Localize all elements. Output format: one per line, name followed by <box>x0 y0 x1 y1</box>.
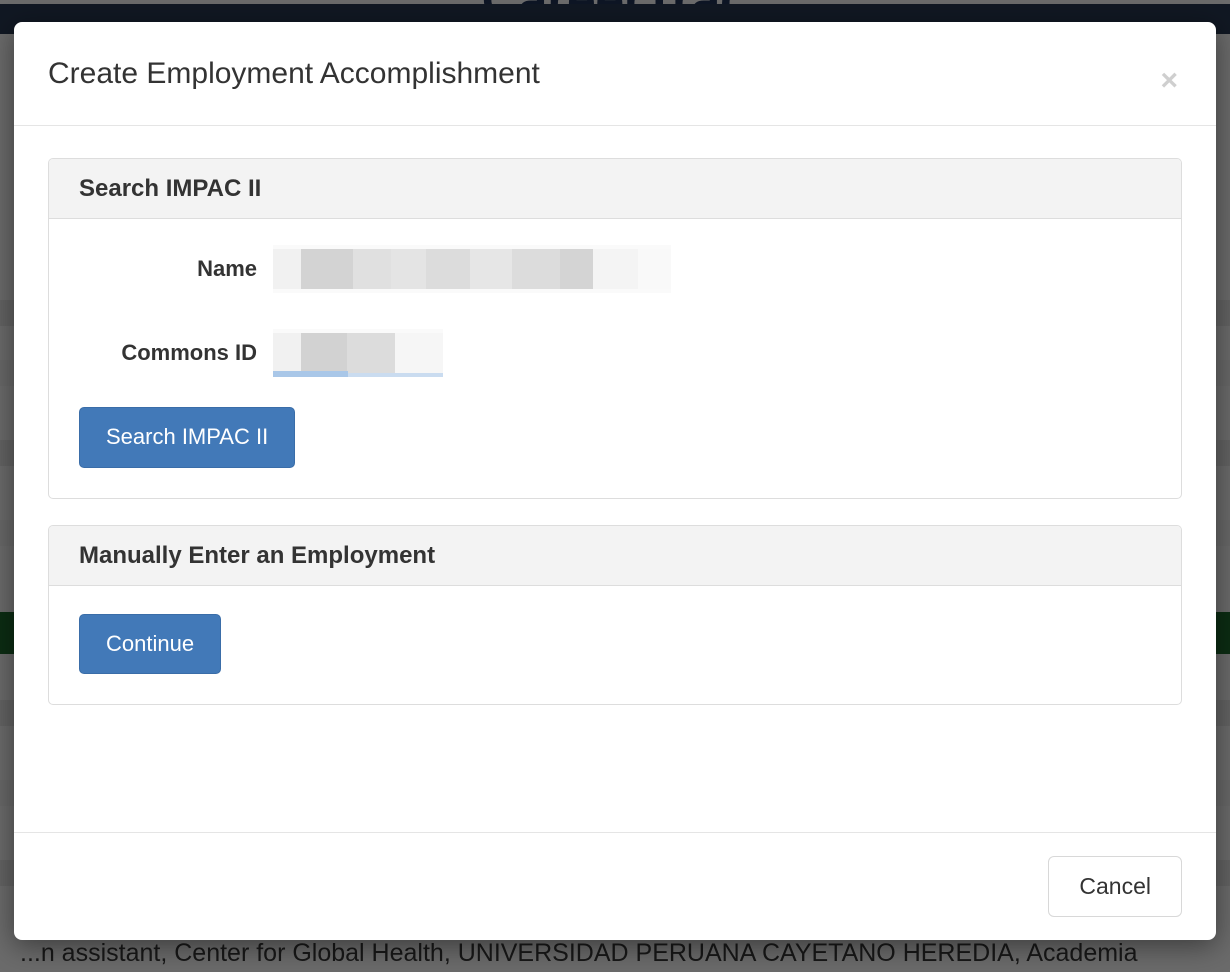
modal-header: Create Employment Accomplishment × <box>14 22 1216 126</box>
form-row-commons-id: Commons ID <box>79 329 1151 378</box>
modal-body: Search IMPAC II Name Commons ID <box>14 126 1216 832</box>
create-employment-accomplishment-modal: Create Employment Accomplishment × Searc… <box>14 22 1216 940</box>
panel-search-impac-body: Name Commons ID Search IMPAC II <box>49 219 1181 497</box>
redacted-block <box>301 333 347 374</box>
commons-id-input[interactable] <box>273 329 443 378</box>
page-title: Create Employment Accomplishment <box>48 56 540 90</box>
panel-title: Manually Enter an Employment <box>79 541 436 569</box>
name-label: Name <box>197 256 257 282</box>
redacted-block <box>512 249 560 290</box>
name-field-wrap <box>273 245 671 294</box>
redacted-block <box>273 333 301 374</box>
panel-manual-entry: Manually Enter an Employment Continue <box>48 524 1182 706</box>
form-row-name: Name <box>79 245 1151 294</box>
redacted-block <box>470 249 512 290</box>
redacted-block <box>560 249 593 290</box>
panel-search-impac: Search IMPAC II Name Commons ID <box>48 158 1182 499</box>
redacted-block <box>395 333 443 374</box>
search-impac-button[interactable]: Search IMPAC II <box>79 407 296 468</box>
commons-id-field-wrap <box>273 329 443 378</box>
redacted-block <box>301 249 353 290</box>
redacted-block <box>347 333 395 374</box>
redacted-block <box>273 249 301 290</box>
cancel-button[interactable]: Cancel <box>1048 855 1182 918</box>
name-input[interactable] <box>273 245 671 294</box>
redacted-block <box>638 249 671 290</box>
panel-manual-entry-heading: Manually Enter an Employment <box>49 525 1181 586</box>
redacted-block <box>426 249 470 290</box>
panel-title: Search IMPAC II <box>79 175 262 202</box>
continue-button[interactable]: Continue <box>79 613 222 675</box>
panel-manual-entry-body: Continue <box>49 586 1181 704</box>
panel-search-impac-heading: Search IMPAC II <box>49 159 1181 220</box>
redacted-block <box>353 249 391 290</box>
modal-footer: Cancel <box>14 832 1216 940</box>
redacted-block <box>593 249 638 290</box>
redacted-block <box>391 249 426 290</box>
close-icon[interactable]: × <box>1152 66 1186 96</box>
commons-id-label: Commons ID <box>121 340 257 366</box>
